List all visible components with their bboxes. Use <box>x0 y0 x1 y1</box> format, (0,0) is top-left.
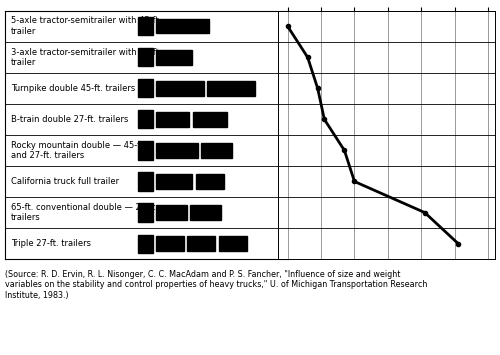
Bar <box>156 112 190 127</box>
Bar <box>138 173 154 191</box>
Bar <box>187 236 216 251</box>
Bar <box>219 236 247 251</box>
Bar <box>138 48 154 66</box>
Text: California truck full trailer: California truck full trailer <box>10 177 119 186</box>
Bar <box>138 235 154 253</box>
Bar <box>156 81 204 95</box>
Bar <box>156 19 209 33</box>
Bar <box>196 174 224 189</box>
Bar <box>156 236 184 251</box>
Bar <box>202 143 232 158</box>
Bar <box>138 141 154 159</box>
Bar <box>207 81 255 95</box>
Text: (Source: R. D. Ervin, R. L. Nisonger, C. C. MacAdam and P. S. Fancher, "Influenc: (Source: R. D. Ervin, R. L. Nisonger, C.… <box>5 270 428 300</box>
Bar <box>190 205 221 220</box>
Bar <box>138 17 154 35</box>
Bar <box>138 79 154 97</box>
Text: B-train double 27-ft. trailers: B-train double 27-ft. trailers <box>10 115 128 124</box>
Text: 65-ft. conventional double — 27-ft.
trailers: 65-ft. conventional double — 27-ft. trai… <box>10 203 158 222</box>
Bar <box>156 174 192 189</box>
Bar <box>156 205 186 220</box>
Text: Turnpike double 45-ft. trailers: Turnpike double 45-ft. trailers <box>10 84 135 93</box>
Bar <box>138 203 154 222</box>
Bar <box>156 143 198 158</box>
Bar <box>193 112 227 127</box>
Text: 3-axle tractor-semitrailer with 27-ft.
trailer: 3-axle tractor-semitrailer with 27-ft. t… <box>10 48 162 67</box>
Text: 5-axle tractor-semitrailer with 45-ft.
trailer: 5-axle tractor-semitrailer with 45-ft. t… <box>10 16 161 36</box>
Text: Triple 27-ft. trailers: Triple 27-ft. trailers <box>10 239 90 248</box>
Text: Rocky mountain double — 45-ft.
and 27-ft. trailers: Rocky mountain double — 45-ft. and 27-ft… <box>10 141 145 160</box>
Bar <box>138 110 154 129</box>
Bar <box>156 50 192 65</box>
